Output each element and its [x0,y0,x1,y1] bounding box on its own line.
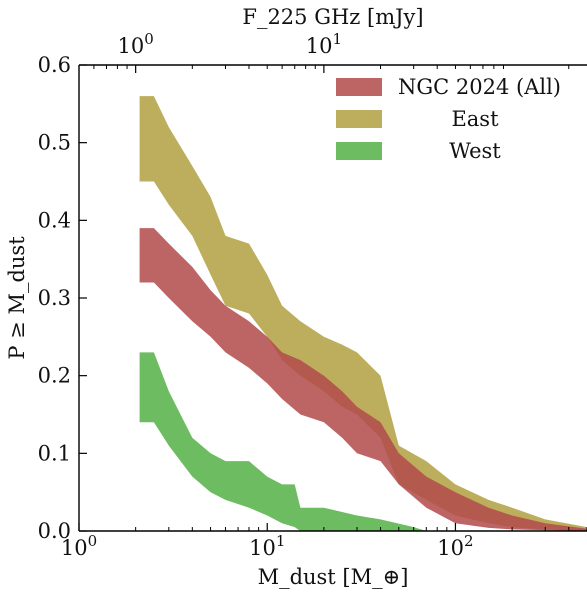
x-tick-label: 102 [437,532,473,560]
y-axis-label: P ≥ M_dust [5,236,29,360]
legend-label: East [451,107,499,131]
y-tick-label: 0.0 [38,519,71,543]
bands-layer [139,96,587,531]
top-tick-label: 100 [118,30,154,58]
y-tick-label: 0.1 [38,441,71,465]
legend-swatch-ngc-2024-all [336,78,382,96]
x-axis-label: M_dust [M_⊕] [258,565,409,589]
legend: NGC 2024 (All) East West [336,75,561,163]
top-axis-label: F_225 GHz [mJy] [242,5,423,29]
y-tick-label: 0.5 [38,131,71,155]
x-tick-label: 100 [61,532,97,560]
x-tick-label: 101 [249,532,285,560]
y-tick-label: 0.6 [38,53,71,77]
legend-label: NGC 2024 (All) [398,75,561,99]
legend-swatch-east [336,110,382,128]
legend-label: West [449,139,501,163]
labels-layer: M_dust [M_⊕] P ≥ M_dust F_225 GHz [mJy] [5,5,424,589]
top-tick-label: 101 [306,30,342,58]
ticks-layer: 100 101 102 100 101 0.0 0.1 0.2 0.3 0.4 0.5 0.6 [38,30,587,560]
y-tick-label: 0.3 [38,286,71,310]
legend-swatch-west [336,142,382,160]
y-tick-label: 0.4 [38,208,71,232]
y-tick-label: 0.2 [38,364,71,388]
band-west [139,352,427,531]
